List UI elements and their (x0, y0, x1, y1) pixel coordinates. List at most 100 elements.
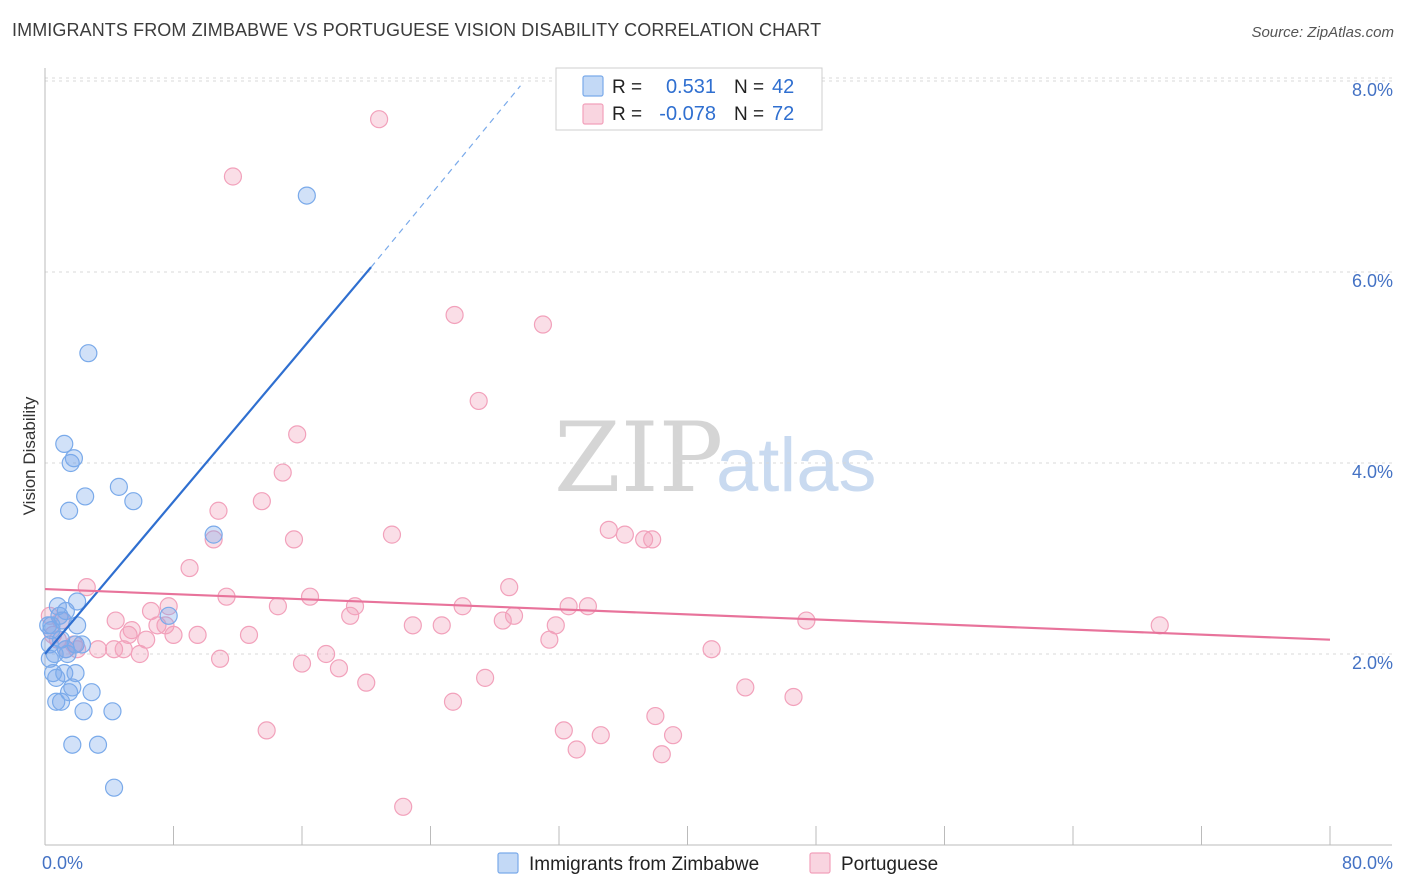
stats-box: R = 0.531 N = 42 R = -0.078 N = 72 (555, 67, 823, 131)
point-zimbabwe (124, 492, 143, 511)
point-zimbabwe (74, 702, 93, 721)
point-portuguese (106, 611, 125, 630)
point-portuguese (209, 501, 228, 520)
legend-swatch-zimbabwe (497, 852, 519, 874)
point-portuguese (445, 305, 464, 325)
point-zimbabwe (63, 678, 82, 697)
point-portuguese (432, 616, 451, 635)
watermark-atlas: atlas (716, 423, 877, 508)
point-portuguese (394, 797, 413, 816)
point-portuguese (292, 654, 312, 673)
point-portuguese (646, 706, 665, 726)
legend-swatch-portuguese (809, 852, 831, 874)
point-portuguese (500, 578, 519, 597)
point-zimbabwe (104, 778, 124, 797)
point-portuguese (493, 611, 512, 630)
y-tick-label: 2.0% (1352, 653, 1393, 673)
chart-title: IMMIGRANTS FROM ZIMBABWE VS PORTUGUESE V… (12, 20, 822, 40)
point-portuguese (797, 611, 816, 630)
y-tick-label: 4.0% (1352, 462, 1393, 482)
point-zimbabwe (76, 487, 95, 506)
point-zimbabwe (204, 525, 223, 544)
point-portuguese (252, 492, 271, 511)
gridlines (45, 77, 1392, 655)
point-portuguese (164, 625, 183, 645)
trend-line-zimbabwe-extension (370, 85, 521, 268)
source-label: Source: ZipAtlas.com (1251, 24, 1394, 41)
point-zimbabwe (42, 616, 61, 635)
point-portuguese (210, 649, 230, 668)
point-portuguese (784, 687, 803, 707)
x-tick-labels: 0.0% 80.0% (42, 853, 1393, 873)
point-portuguese (578, 597, 598, 616)
point-portuguese (702, 640, 721, 659)
point-portuguese (159, 597, 178, 616)
data-points (39, 110, 1169, 816)
stats-swatch-portuguese (582, 103, 604, 125)
point-portuguese (554, 721, 573, 740)
point-portuguese (77, 578, 96, 597)
point-portuguese (736, 678, 755, 697)
point-portuguese (567, 740, 586, 759)
axes (44, 68, 1392, 846)
point-portuguese (559, 597, 578, 616)
point-portuguese (284, 530, 304, 549)
stats-n-label-zimbabwe: N = (734, 77, 764, 98)
point-portuguese (180, 558, 199, 578)
point-portuguese (257, 721, 276, 740)
y-tick-label: 8.0% (1352, 80, 1393, 100)
trend-line-zimbabwe (44, 266, 372, 655)
point-zimbabwe (66, 663, 85, 683)
stats-swatch-zimbabwe (582, 75, 604, 97)
point-zimbabwe (59, 501, 79, 520)
stats-r-label-portuguese: R = (612, 104, 642, 125)
point-portuguese (239, 625, 259, 645)
point-portuguese (122, 621, 141, 640)
point-portuguese (403, 616, 422, 635)
point-portuguese (591, 726, 610, 745)
legend-label-portuguese: Portuguese (841, 854, 938, 875)
point-portuguese (204, 530, 223, 549)
trend-lines (44, 85, 1331, 655)
watermark-zip: ZIP (554, 402, 723, 514)
x-tick-label-min: 0.0% (42, 853, 83, 873)
point-portuguese (104, 640, 124, 659)
stats-n-label-portuguese: N = (734, 104, 764, 125)
y-tick-label: 6.0% (1352, 271, 1393, 291)
point-zimbabwe (68, 616, 87, 635)
point-zimbabwe (79, 344, 98, 363)
watermark: ZIP atlas (554, 402, 877, 514)
y-axis-label: Vision Disability (20, 396, 39, 515)
point-portuguese (546, 616, 565, 635)
stats-r-label-zimbabwe: R = (612, 77, 642, 98)
point-portuguese (329, 659, 349, 678)
point-portuguese (137, 630, 156, 649)
point-portuguese (300, 587, 320, 606)
point-portuguese (316, 644, 336, 664)
point-portuguese (370, 110, 389, 129)
y-tick-labels: 2.0% 4.0% 6.0% 8.0% (1352, 80, 1393, 673)
stats-r-value-zimbabwe: 0.531 (666, 76, 716, 98)
point-portuguese (443, 692, 463, 711)
point-portuguese (504, 606, 524, 625)
point-portuguese (476, 668, 495, 687)
point-portuguese (533, 315, 553, 334)
point-zimbabwe (63, 735, 82, 754)
point-portuguese (223, 167, 243, 186)
point-portuguese (273, 463, 292, 482)
x-tick-label-max: 80.0% (1342, 853, 1393, 873)
trend-line-portuguese (44, 587, 1331, 641)
legend-label-zimbabwe: Immigrants from Zimbabwe (529, 854, 759, 875)
point-zimbabwe (72, 635, 92, 654)
point-zimbabwe (53, 611, 72, 630)
point-portuguese (643, 530, 662, 549)
point-portuguese (288, 425, 307, 444)
point-zimbabwe (64, 449, 84, 468)
point-zimbabwe (82, 683, 101, 702)
point-portuguese (663, 726, 683, 745)
stats-n-value-zimbabwe: 42 (772, 76, 794, 98)
point-zimbabwe (88, 735, 108, 754)
point-portuguese (341, 606, 360, 625)
point-zimbabwe (68, 592, 87, 611)
point-zimbabwe (55, 434, 74, 453)
